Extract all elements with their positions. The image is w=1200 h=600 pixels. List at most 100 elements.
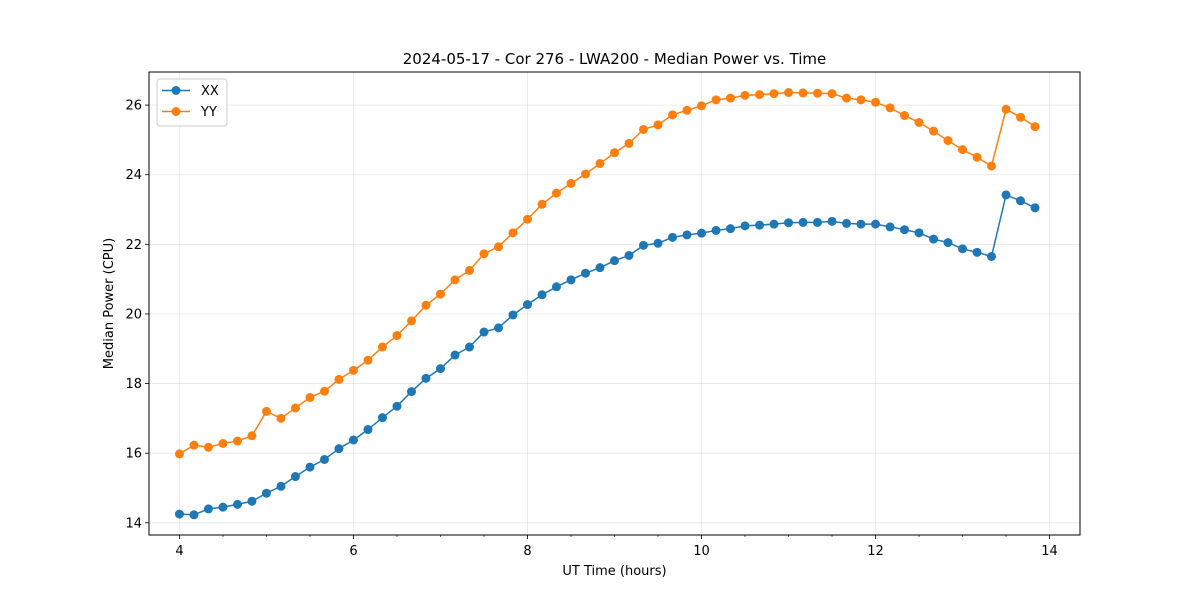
data-point-yy	[711, 95, 721, 105]
data-point-yy	[508, 228, 518, 238]
data-point-xx	[1001, 190, 1011, 200]
data-point-xx	[682, 230, 692, 240]
y-tick-label: 18	[125, 377, 142, 392]
data-point-xx	[276, 481, 286, 491]
data-point-xx	[697, 228, 707, 238]
data-point-yy	[653, 120, 663, 130]
data-point-yy	[740, 90, 750, 100]
data-point-xx	[551, 282, 561, 292]
data-point-xx	[581, 268, 591, 278]
data-point-xx	[174, 509, 184, 519]
data-point-yy	[595, 159, 605, 169]
data-point-xx	[522, 300, 532, 310]
data-point-yy	[624, 138, 634, 148]
data-point-xx	[450, 350, 460, 360]
data-point-xx	[479, 327, 489, 337]
data-point-xx	[348, 435, 358, 445]
data-point-yy	[174, 449, 184, 459]
y-axis-label: Median Power (CPU)	[102, 238, 117, 369]
chart-title: 2024-05-17 - Cor 276 - LWA200 - Median P…	[403, 50, 827, 68]
data-point-yy	[900, 111, 909, 121]
data-point-yy	[218, 438, 228, 448]
data-point-xx	[740, 221, 750, 231]
data-point-yy	[377, 342, 387, 352]
data-point-yy	[943, 136, 953, 146]
data-point-xx	[972, 247, 982, 257]
data-point-yy	[812, 88, 822, 98]
data-point-yy	[566, 178, 576, 188]
series-yy	[174, 88, 1040, 459]
data-point-xx	[421, 373, 431, 383]
data-point-xx	[320, 454, 329, 464]
series-xx	[174, 190, 1040, 520]
data-point-xx	[305, 462, 315, 472]
data-point-xx	[871, 219, 881, 229]
data-point-xx	[435, 364, 445, 374]
data-point-xx	[885, 222, 895, 232]
data-point-yy	[551, 188, 561, 198]
data-point-yy	[450, 275, 460, 285]
data-point-xx	[943, 238, 953, 248]
data-point-xx	[247, 496, 257, 506]
data-point-xx	[261, 488, 271, 498]
data-point-yy	[247, 431, 257, 441]
axes: 4 6 8 10 12 14 14 16 18 20 22 24 26	[125, 99, 1057, 559]
data-point-yy	[537, 199, 547, 209]
x-tick-label: 4	[175, 544, 183, 559]
data-point-yy	[189, 440, 199, 450]
x-tick-label: 12	[867, 544, 884, 559]
x-tick-label: 10	[693, 544, 710, 559]
data-point-yy	[958, 145, 968, 155]
data-point-xx	[900, 225, 909, 235]
data-point-yy	[334, 374, 344, 384]
data-point-yy	[305, 392, 315, 402]
legend: XX YY	[156, 78, 228, 127]
data-point-yy	[784, 88, 794, 98]
y-tick-label: 22	[125, 238, 142, 253]
data-point-xx	[769, 219, 779, 229]
data-point-yy	[407, 316, 417, 326]
data-point-xx	[1016, 196, 1026, 206]
data-point-yy	[392, 331, 402, 341]
data-point-yy	[581, 169, 591, 179]
data-point-yy	[348, 365, 358, 375]
data-point-xx	[203, 504, 213, 514]
y-tick-label: 16	[125, 447, 142, 462]
data-point-xx	[798, 217, 808, 227]
data-point-xx	[218, 502, 228, 512]
data-point-yy	[856, 95, 866, 105]
data-point-xx	[537, 290, 547, 300]
legend-label-xx: XX	[201, 84, 219, 99]
data-point-yy	[363, 355, 373, 365]
y-tick-label: 24	[125, 168, 142, 183]
data-point-yy	[827, 89, 837, 99]
x-tick-label: 8	[523, 544, 531, 559]
data-point-yy	[682, 105, 692, 115]
data-point-yy	[725, 93, 735, 103]
data-point-xx	[711, 225, 721, 235]
data-point-yy	[232, 436, 242, 446]
data-point-yy	[261, 406, 271, 416]
data-point-yy	[464, 265, 474, 275]
data-point-xx	[784, 218, 794, 228]
data-point-yy	[697, 101, 707, 111]
data-point-yy	[871, 97, 881, 107]
data-point-yy	[914, 117, 924, 127]
data-point-xx	[755, 220, 765, 230]
data-point-yy	[1030, 122, 1040, 132]
plot-frame	[148, 71, 1081, 536]
data-point-yy	[494, 242, 504, 252]
data-point-xx	[725, 224, 735, 234]
data-point-xx	[653, 238, 663, 248]
legend-label-yy: YY	[200, 105, 217, 120]
data-point-yy	[435, 289, 445, 299]
x-tick-label: 6	[349, 544, 357, 559]
data-point-yy	[320, 386, 329, 396]
data-point-xx	[464, 342, 474, 352]
data-point-yy	[842, 93, 852, 103]
grid-lines	[149, 72, 1080, 535]
y-tick-label: 26	[125, 99, 142, 114]
data-point-xx	[407, 387, 417, 397]
data-point-yy	[885, 103, 895, 113]
